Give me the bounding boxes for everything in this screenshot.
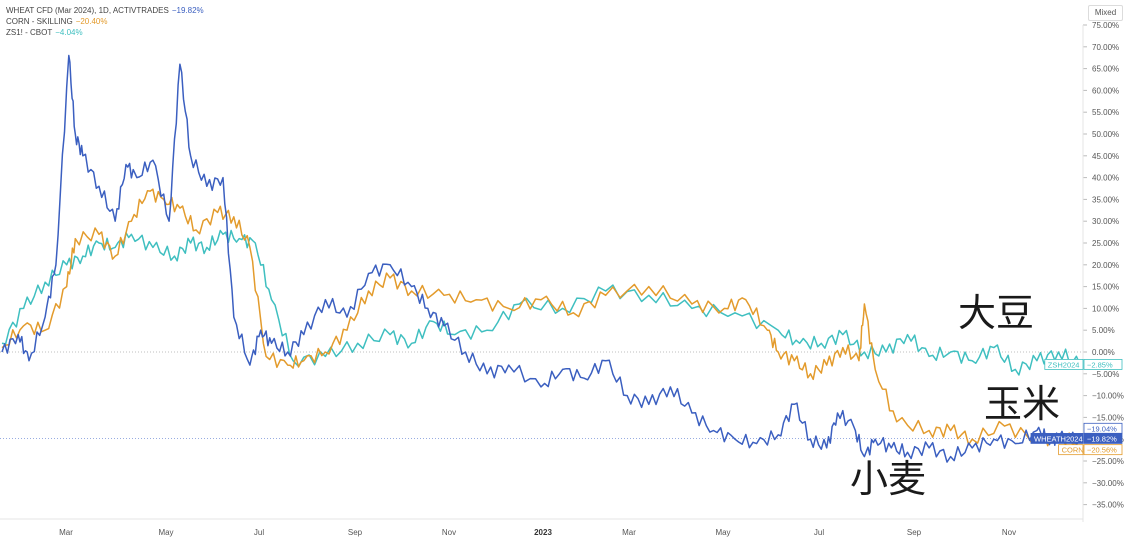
badge-name: CORN (1062, 446, 1084, 455)
price-badge: −19.04% (1083, 422, 1123, 434)
scale-mode-button[interactable]: Mixed (1088, 5, 1123, 21)
legend-change: −19.82% (171, 6, 204, 15)
x-tick-label: 2023 (534, 528, 552, 537)
x-tick-label: Mar (622, 528, 636, 537)
y-tick-label: 25.00% (1092, 239, 1119, 248)
legend-item-wheat[interactable]: WHEAT CFD (Mar 2024), 1D, ACTIVTRADES −19… (6, 5, 204, 16)
x-tick-label: Mar (59, 528, 73, 537)
legend-change: −4.04% (55, 28, 83, 37)
price-badges: ZSH2024 −2.85% −19.04% WHEATH2024 −19.82%COR… (1030, 359, 1123, 456)
badge-value: −19.04% (1087, 424, 1117, 433)
y-tick-label: 45.00% (1092, 152, 1119, 161)
x-tick-label: May (158, 528, 173, 537)
series-line-corn[interactable] (1, 188, 1081, 447)
y-tick-label: −35.00% (1092, 501, 1124, 510)
y-tick-label: 30.00% (1092, 217, 1119, 226)
y-tick-label: 50.00% (1092, 130, 1119, 139)
x-tick-label: Nov (442, 528, 456, 537)
x-tick-label: Sep (348, 528, 363, 537)
y-tick-label: −15.00% (1092, 413, 1124, 422)
y-tick-label: 10.00% (1092, 304, 1119, 313)
badge-name-box (1044, 359, 1084, 370)
y-tick-label: 40.00% (1092, 174, 1119, 183)
y-tick-label: −10.00% (1092, 392, 1124, 401)
badge-name-box (1058, 444, 1084, 456)
corn-annotation: 玉米 (984, 382, 1060, 426)
legend-label: ZS1! - CBOT (6, 28, 53, 37)
x-tick-label: Jul (814, 528, 824, 537)
legend: WHEAT CFD (Mar 2024), 1D, ACTIVTRADES −19… (6, 5, 204, 38)
y-tick-label: −5.00% (1092, 370, 1119, 379)
badge-value: −20.56% (1087, 446, 1117, 455)
badge-value-box (1083, 444, 1123, 456)
price-badge: CORN −20.56% (1058, 444, 1123, 456)
y-tick-label: 15.00% (1092, 283, 1119, 292)
badge-value-box (1083, 359, 1123, 370)
legend-label: WHEAT CFD (Mar 2024), 1D, ACTIVTRADES (6, 6, 169, 15)
badge-name: ZSH2024 (1048, 360, 1080, 369)
badge-value: −19.82% (1087, 434, 1117, 443)
y-tick-label: −25.00% (1092, 457, 1124, 466)
legend-label: CORN - SKILLING (6, 17, 73, 26)
y-tick-label: 65.00% (1092, 65, 1119, 74)
legend-item-corn[interactable]: CORN - SKILLING −20.40% (6, 16, 204, 27)
x-tick-label: Nov (1002, 528, 1016, 537)
price-badge: WHEATH2024 −19.82% (1030, 433, 1123, 444)
y-tick-label: 35.00% (1092, 195, 1119, 204)
y-tick-label: 55.00% (1092, 108, 1119, 117)
x-tick-label: Jul (254, 528, 264, 537)
badge-value: −2.85% (1087, 360, 1113, 369)
soybean-annotation: 大豆 (958, 291, 1034, 335)
x-tick-label: Sep (907, 528, 922, 537)
y-axis: 75.00% 70.00% 65.00% 60.00% 55.00% 50.00% 45.0… (1082, 21, 1124, 522)
badge-name: WHEATH2024 (1034, 434, 1083, 443)
y-tick-label: 0.00% (1092, 348, 1115, 357)
y-tick-label: 20.00% (1092, 261, 1119, 270)
series-layer (1, 54, 1081, 463)
legend-change: −20.40% (75, 17, 108, 26)
wheat-annotation: 小麦 (850, 457, 926, 501)
series-line-wheat[interactable] (1, 229, 1081, 376)
y-tick-label: 75.00% (1092, 21, 1119, 30)
legend-item-soybean[interactable]: ZS1! - CBOT −4.04% (6, 27, 204, 38)
badge-value-box (1083, 433, 1123, 444)
y-tick-label: 60.00% (1092, 86, 1119, 95)
y-tick-label: 5.00% (1092, 326, 1115, 335)
x-tick-label: May (715, 528, 730, 537)
series-line-soybean[interactable] (1, 54, 1081, 463)
badge-name-box (1030, 433, 1084, 444)
y-tick-label: −30.00% (1092, 479, 1124, 488)
x-axis: Mar May Jul Sep Nov 2023 Mar May Jul Sep Nov (0, 518, 1083, 537)
price-badge: ZSH2024 −2.85% (1044, 359, 1123, 370)
y-tick-label: 70.00% (1092, 43, 1119, 52)
